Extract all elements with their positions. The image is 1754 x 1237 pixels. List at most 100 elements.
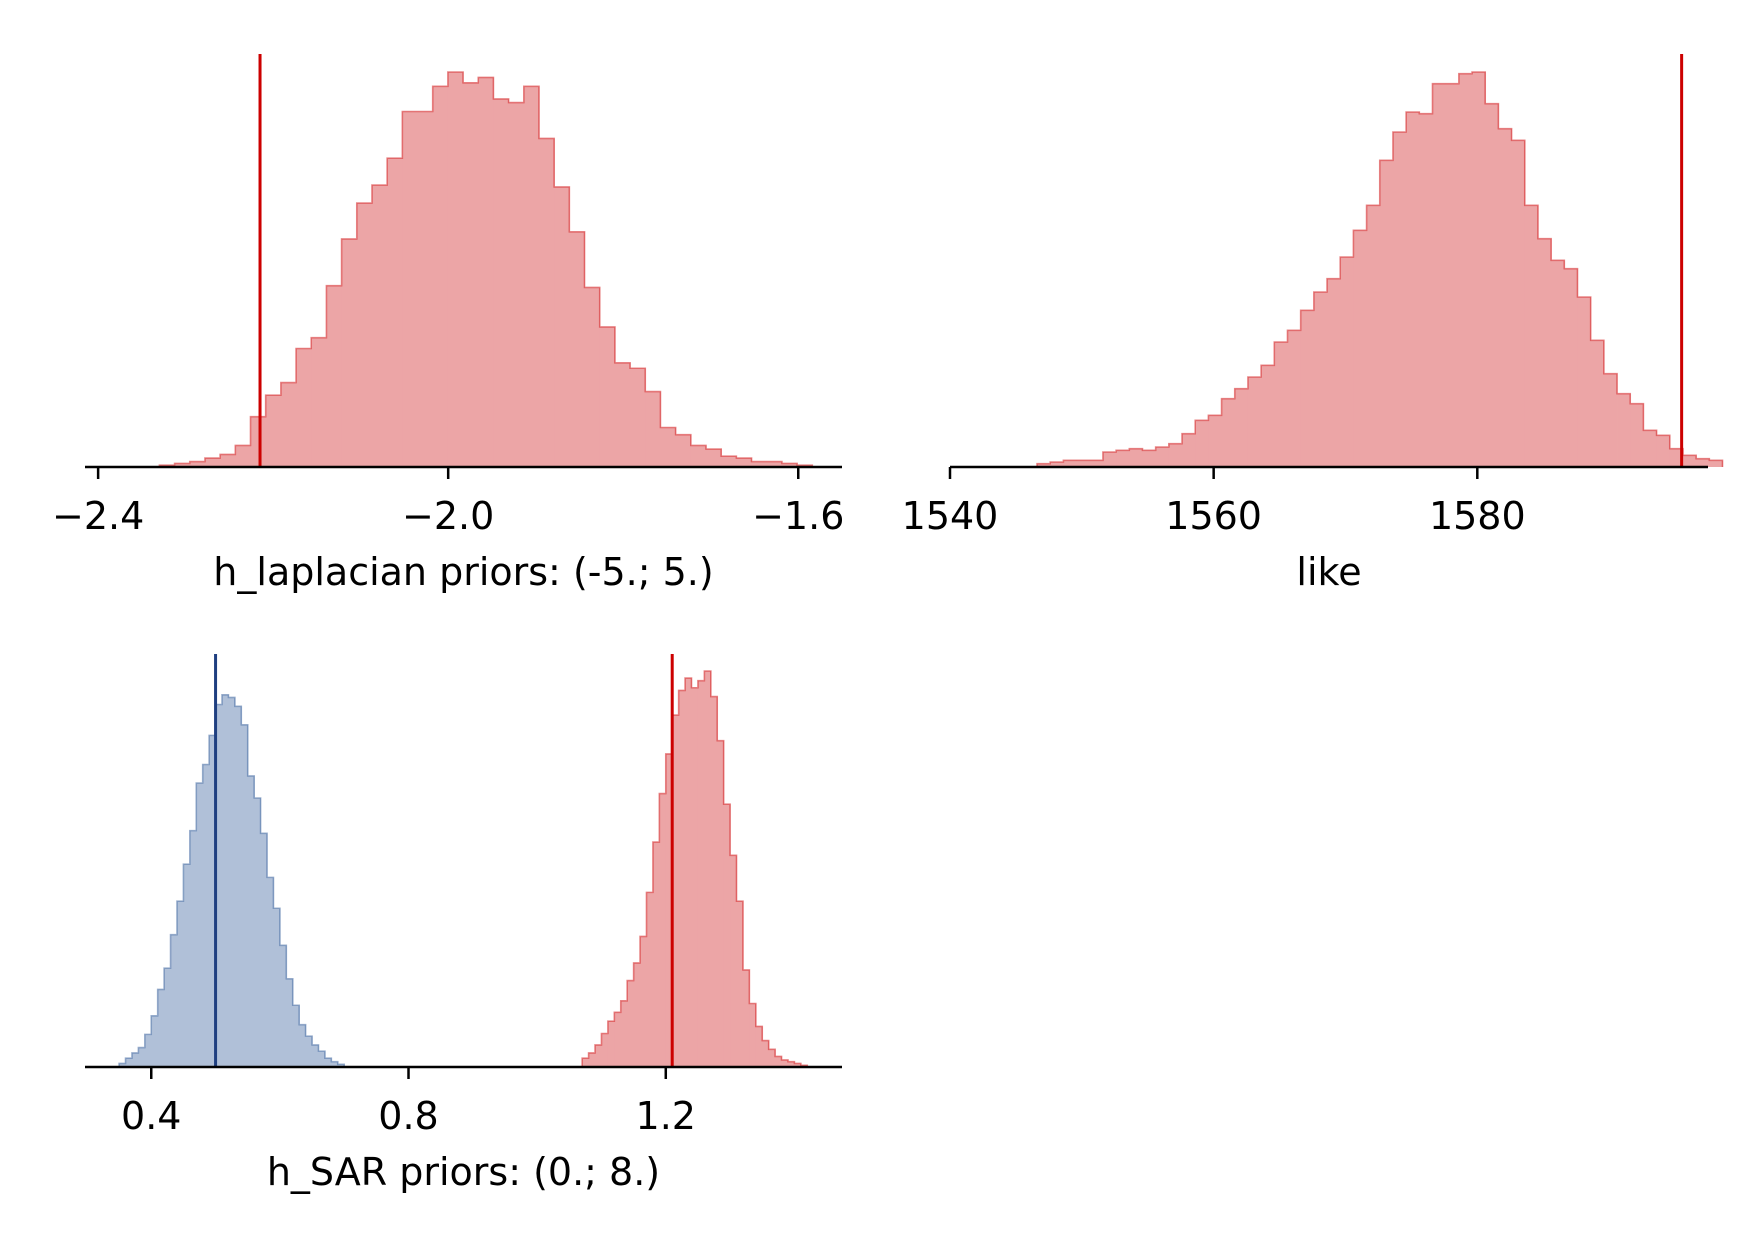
histogram-bar [296,348,312,467]
histogram-bar [1577,297,1592,467]
histogram-bar [660,427,677,467]
histogram-bar [1524,205,1539,467]
histogram-bar [775,1056,782,1067]
x-tick-label: −2.4 [52,494,144,538]
histogram-bar [781,463,798,467]
histogram-panel-h-laplacian: −2.4 −2.0 −1.6 h_laplacian priors: (-5.; 5… [52,54,844,594]
histogram-bar [794,1063,802,1067]
histogram-bar [299,1024,306,1067]
histogram-bar [1472,72,1486,467]
x-ticks: −2.4 −2.0 −1.6 [52,467,844,538]
histogram-bar [1155,447,1170,467]
x-axis-label: like [1296,550,1361,594]
histogram-bar [584,287,601,467]
histogram-bar [311,337,327,467]
histogram-bar [138,1047,146,1067]
histogram-bar [196,783,204,1067]
histogram-bar [678,690,686,1067]
histogram-bar [721,456,737,467]
histogram-bar [1208,415,1222,467]
histogram-bar [742,969,750,1067]
histogram-bar [588,1052,596,1067]
histogram-bar [170,934,178,1067]
histogram-bar [751,461,768,467]
histogram-bar [538,138,555,467]
histogram-bar [1551,260,1565,467]
histogram-bar [273,908,281,1067]
histogram-bar [1063,460,1077,467]
histogram-bar [267,877,274,1067]
histogram-bar [119,1063,126,1067]
x-ticks: 1540 1560 1580 [902,467,1526,538]
histogram-bar [710,696,718,1067]
histogram-bar [209,735,216,1067]
histogram-bar [1050,462,1064,467]
histogram-bar [1485,103,1499,468]
x-ticks: 0.4 0.8 1.2 [121,1067,696,1138]
histogram-bar [265,395,282,467]
histogram-bar [599,326,616,467]
histogram-bar [1247,377,1262,467]
histogram-bar [1682,455,1697,467]
histogram-bar [1445,83,1460,468]
x-axis-label: h_laplacian priors: (-5.; 5.) [213,550,713,594]
histogram-bar [620,1000,628,1067]
histogram-bar [176,901,184,1067]
histogram-bar [685,678,692,1067]
histogram-bar [151,1015,159,1067]
histogram-bar [1168,443,1183,467]
histogram-bar [554,186,570,467]
histogram-bar [1274,342,1288,467]
histogram-bar [312,1044,319,1067]
histogram-bars [1036,71,1724,468]
histogram-bar [1709,460,1723,467]
histogram-bar [204,458,221,467]
histogram-bar [690,445,707,467]
x-tick-label: 1560 [1165,494,1262,538]
histogram-bar [1287,330,1302,467]
histogram-bar [614,1012,622,1067]
histogram-bar [1089,460,1104,467]
histogram-bar [595,1044,602,1067]
histogram-bar [723,804,731,1067]
histogram-bar [1366,205,1381,467]
histogram-bar [1590,340,1605,467]
histogram-bar [432,86,449,468]
histogram-bar [1129,448,1143,467]
histogram-bar [371,185,388,468]
histogram-bar [1221,398,1236,467]
histogram-bar [387,158,403,467]
histogram-bar [704,671,712,1067]
histogram-bar [1630,403,1644,467]
histogram-bar [250,416,267,467]
histogram-panel-h-sar: 0.4 0.8 1.2 h_SAR priors: (0.; 8.) [85,654,842,1194]
histogram-bar [1511,140,1526,467]
reference-lines [214,654,674,1067]
histogram-bar [1300,310,1315,467]
x-tick-label: 1540 [902,494,999,538]
histogram-bar [675,434,692,467]
histogram-bar [234,706,242,1067]
histogram-bar [582,1058,589,1067]
histogram-bar [125,1058,133,1067]
x-tick-label: −1.6 [752,494,844,538]
histogram-bars [118,670,809,1067]
histogram-bar [569,231,585,467]
histogram-bar [768,1049,776,1067]
histogram-bar [228,697,236,1067]
histogram-bar [341,238,358,467]
histogram-bar [1353,230,1367,467]
histogram-bars [158,71,814,468]
histogram-bar [691,687,699,1067]
x-axis-label: h_SAR priors: (0.; 8.) [267,1150,660,1194]
histogram-bar [1340,257,1354,467]
histogram-bar [659,793,667,1067]
x-tick-label: 1.2 [636,1094,696,1138]
histogram-bar [781,1059,789,1067]
histogram-bar [630,368,646,467]
histogram-bar [601,1033,609,1067]
histogram-bar [1603,373,1618,467]
histogram-bar [1392,132,1407,467]
histogram-outline-0 [118,694,345,1067]
